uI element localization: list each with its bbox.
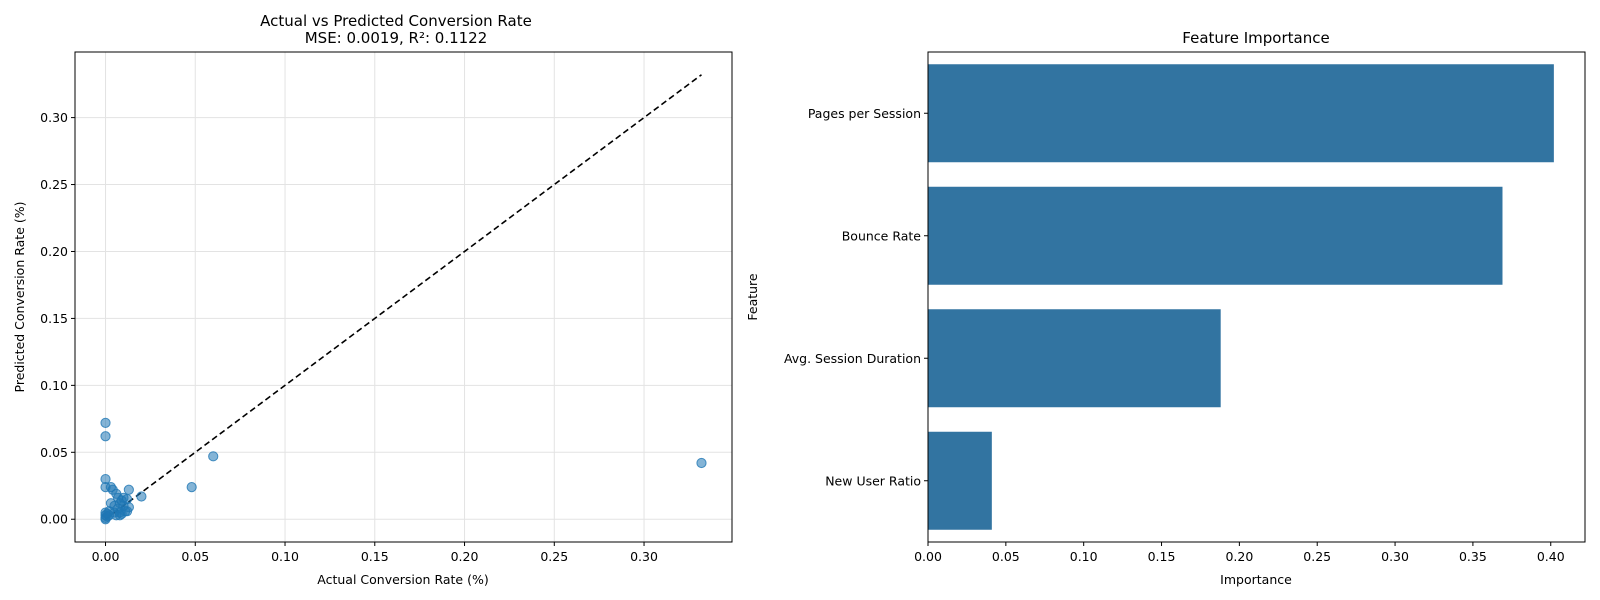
scatter-y-tick-label: 0.15 <box>40 311 68 326</box>
scatter-grid <box>75 52 732 542</box>
importance-title: Feature Importance <box>1182 29 1329 47</box>
importance-x-tick-label: 0.30 <box>1381 549 1409 564</box>
scatter-point <box>136 491 147 502</box>
importance-x-tick-label: 0.00 <box>914 549 942 564</box>
scatter-x-tick-label: 0.05 <box>181 549 209 564</box>
importance-category-label: Avg. Session Duration <box>784 351 921 366</box>
importance-category-label: Bounce Rate <box>842 228 922 243</box>
scatter-x-tick-label: 0.30 <box>630 549 658 564</box>
importance-ticks: 0.00 0.05 0.10 0.15 0.20 0.25 0.30 0.35 0.40 Page… <box>784 106 1565 564</box>
scatter-point <box>123 502 134 513</box>
scatter-title: Actual vs Predicted Conversion Rate <box>260 12 532 30</box>
importance-x-tick-label: 0.20 <box>1225 549 1253 564</box>
scatter-y-tick-label: 0.20 <box>40 244 68 259</box>
importance-y-axis-label: Feature <box>745 273 760 321</box>
importance-x-tick-label: 0.10 <box>1070 549 1098 564</box>
importance-x-tick-label: 0.05 <box>992 549 1020 564</box>
importance-category-label: Pages per Session <box>808 106 921 121</box>
scatter-point <box>100 417 111 428</box>
scatter-x-tick-label: 0.20 <box>451 549 479 564</box>
scatter-x-axis-label: Actual Conversion Rate (%) <box>317 572 488 587</box>
scatter-y-tick-label: 0.30 <box>40 110 68 125</box>
scatter-point <box>186 482 197 493</box>
scatter-x-tick-label: 0.25 <box>540 549 568 564</box>
scatter-plot-frame <box>74 51 733 543</box>
reference-line <box>105 74 702 520</box>
scatter-y-tick-label: 0.00 <box>40 512 68 527</box>
importance-bars <box>928 64 1554 530</box>
importance-bar <box>928 431 992 530</box>
importance-category-label: New User Ratio <box>825 473 921 488</box>
scatter-y-tick-label: 0.10 <box>40 378 68 393</box>
scatter-points <box>100 417 707 525</box>
importance-plot-frame <box>927 51 1586 543</box>
scatter-y-axis-label: Predicted Conversion Rate (%) <box>12 202 27 393</box>
scatter-x-tick-label: 0.15 <box>361 549 389 564</box>
importance-x-tick-label: 0.40 <box>1537 549 1565 564</box>
scatter-x-tick-label: 0.10 <box>271 549 299 564</box>
scatter-ticks: 0.00 0.05 0.10 0.15 0.20 0.25 0.30 0.00 0.05 0.10… <box>40 110 658 564</box>
scatter-subtitle: MSE: 0.0019, R²: 0.1122 <box>305 29 488 47</box>
scatter-y-tick-label: 0.25 <box>40 177 68 192</box>
importance-bar <box>928 64 1554 163</box>
scatter-point <box>100 431 111 442</box>
scatter-y-tick-label: 0.05 <box>40 445 68 460</box>
scatter-panel: Actual vs Predicted Conversion Rate MSE:… <box>12 12 733 587</box>
scatter-point <box>696 457 707 469</box>
importance-x-tick-label: 0.35 <box>1459 549 1487 564</box>
importance-panel: Feature Importance 0.00 0.05 0.10 0.15 0.20 0… <box>745 29 1586 587</box>
scatter-point <box>123 484 134 495</box>
importance-bar <box>928 309 1221 408</box>
importance-x-axis-label: Importance <box>1220 572 1292 587</box>
importance-bar <box>928 186 1503 285</box>
importance-x-tick-label: 0.15 <box>1148 549 1176 564</box>
scatter-point <box>208 451 219 462</box>
importance-x-tick-label: 0.25 <box>1303 549 1331 564</box>
scatter-x-tick-label: 0.00 <box>92 549 120 564</box>
